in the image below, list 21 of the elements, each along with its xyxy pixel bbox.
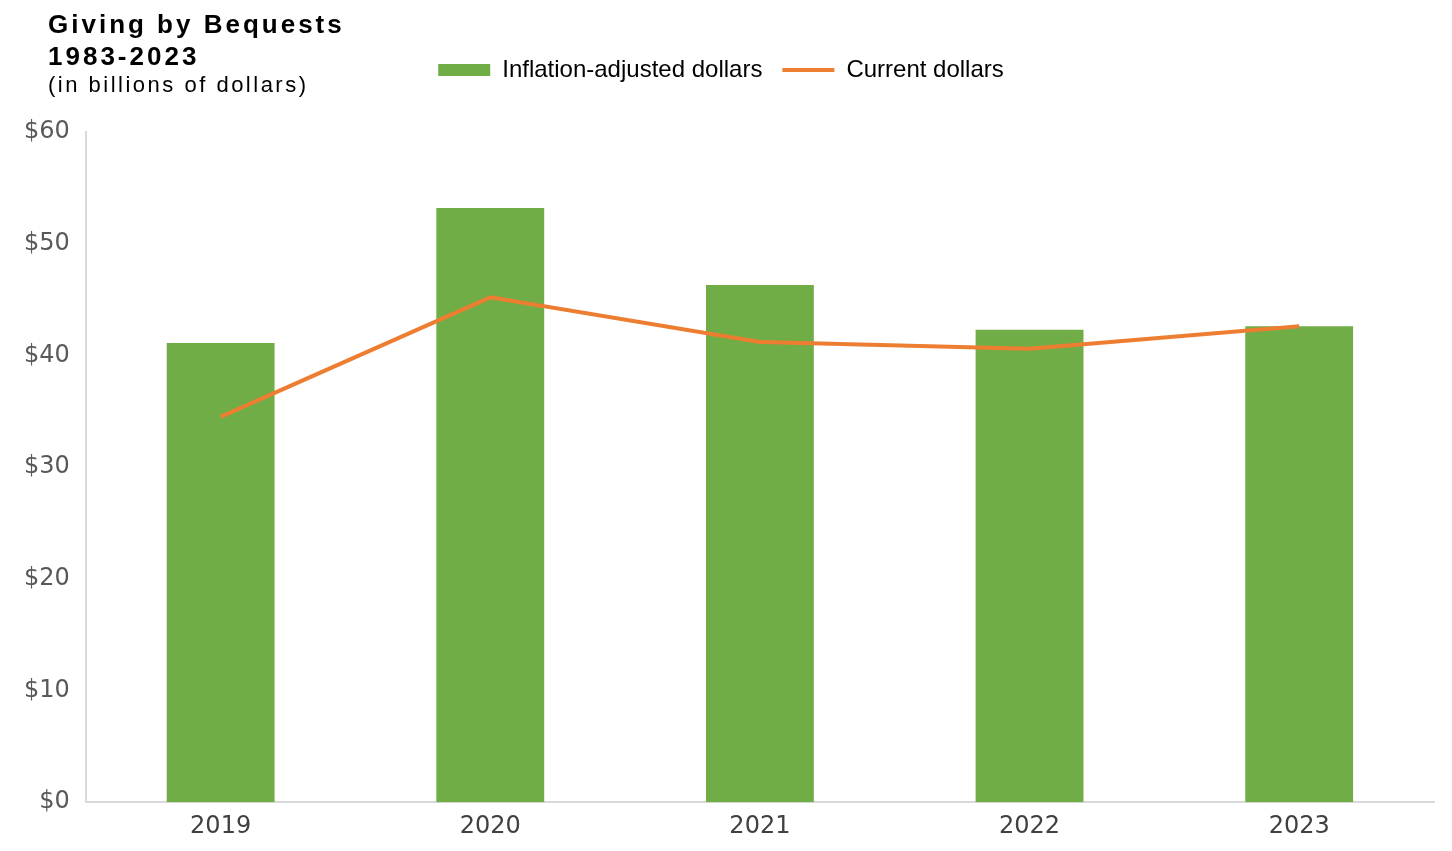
x-tick-label: 2022 [999, 810, 1061, 839]
bar [1245, 326, 1354, 803]
x-tick-label: 2021 [729, 810, 791, 839]
bar [705, 285, 814, 803]
y-tick-label: $30 [24, 451, 70, 480]
chart-subtitle: (in billions of dollars) [48, 72, 310, 98]
x-tick-label: 2019 [190, 810, 252, 839]
bar [166, 343, 275, 803]
y-tick-label: $20 [24, 563, 70, 592]
y-tick-label: $10 [24, 674, 70, 703]
y-tick-label: $40 [24, 339, 70, 368]
bar [975, 329, 1084, 803]
chart-title: Giving by Bequests 1983-2023 [48, 8, 345, 72]
legend-label: Current dollars [846, 54, 1004, 82]
y-tick-label: $0 [39, 786, 70, 815]
bar [436, 207, 545, 803]
x-tick-label: 2020 [459, 810, 521, 839]
legend-label: Inflation-adjusted dollars [502, 54, 763, 82]
y-tick-label: $60 [24, 116, 70, 145]
x-tick-label: 2023 [1268, 810, 1330, 839]
y-tick-label: $50 [24, 227, 70, 256]
